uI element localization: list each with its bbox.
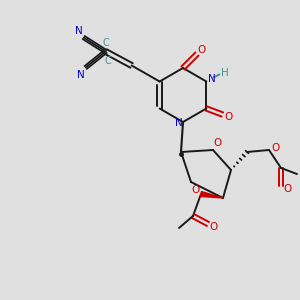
Text: N: N	[175, 118, 183, 128]
Text: O: O	[283, 184, 291, 194]
Text: C: C	[102, 38, 109, 47]
Text: O: O	[210, 222, 218, 232]
Text: H: H	[220, 68, 228, 79]
Text: N: N	[75, 26, 83, 35]
Text: C: C	[104, 56, 111, 65]
Polygon shape	[201, 191, 223, 198]
Text: O: O	[224, 112, 232, 122]
Text: N: N	[208, 74, 215, 83]
Text: O: O	[198, 45, 206, 55]
Text: O: O	[213, 138, 221, 148]
Text: O: O	[191, 185, 199, 195]
Text: O: O	[271, 143, 279, 153]
Text: N: N	[77, 70, 85, 80]
